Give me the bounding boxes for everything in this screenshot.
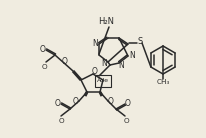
Text: N: N [129, 51, 135, 60]
Text: CH₃: CH₃ [156, 79, 170, 85]
Text: Ade: Ade [97, 78, 109, 83]
Text: S: S [137, 36, 143, 46]
Text: N: N [101, 59, 107, 67]
Text: H₂N: H₂N [98, 17, 114, 26]
Text: O: O [125, 99, 131, 108]
Text: O: O [41, 64, 47, 70]
Text: O: O [108, 98, 114, 107]
Text: O: O [58, 118, 64, 124]
Text: O: O [123, 118, 129, 124]
Text: O: O [73, 98, 79, 107]
Text: O: O [62, 56, 68, 66]
Text: N: N [118, 62, 124, 71]
FancyBboxPatch shape [96, 75, 111, 87]
Text: N: N [92, 39, 98, 48]
Text: O: O [55, 99, 61, 108]
Text: O: O [40, 44, 46, 54]
Text: O: O [92, 67, 98, 75]
